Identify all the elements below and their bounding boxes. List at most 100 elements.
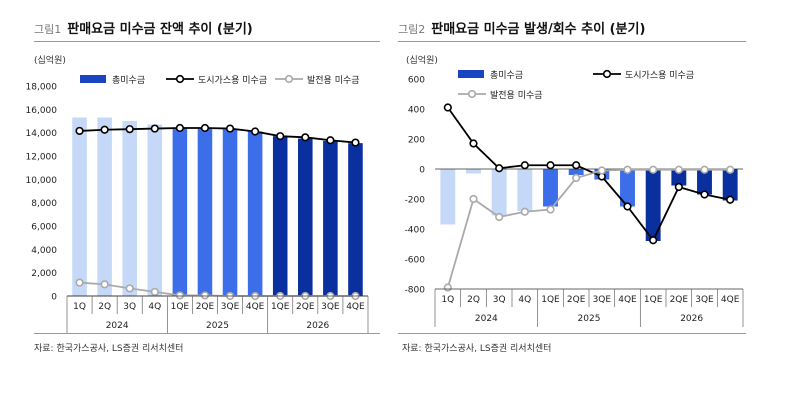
- chart-panel-left: 그림1 판매요금 미수금 잔액 추이 (분기) (십억원) 0 2,000 4,000…: [0, 0, 390, 360]
- y-tick-label: 14,000: [26, 129, 58, 139]
- data-point: [674, 165, 683, 174]
- chart-panel-right: 그림2 판매요금 미수금 발생/회수 추이 (분기) (십억원) -800 -600…: [398, 0, 793, 360]
- x-tick-label: 2QE: [296, 302, 315, 312]
- data-point: [326, 136, 335, 145]
- title-rule: [34, 41, 380, 42]
- data-point: [572, 173, 581, 183]
- y-tick-label: -200: [405, 196, 426, 206]
- x-tick-label: 4Q: [148, 302, 161, 312]
- x-tick-label: 1QE: [541, 295, 560, 305]
- data-point: [597, 166, 606, 175]
- y-tick-label: 6,000: [31, 223, 57, 233]
- figure-number: 그림2: [398, 23, 426, 36]
- x-tick-label: 3QE: [593, 295, 612, 305]
- data-point: [520, 161, 529, 170]
- data-point: [276, 132, 285, 141]
- data-point: [495, 164, 504, 173]
- x-tick-label: 2Q: [98, 302, 111, 312]
- bar: [247, 131, 263, 296]
- data-point: [100, 280, 109, 289]
- bar: [272, 136, 288, 296]
- bar: [440, 169, 456, 225]
- data-point: [251, 127, 260, 136]
- legend-label: 도시가스용 미수금: [625, 70, 694, 81]
- y-tick-label: 0: [51, 293, 57, 303]
- series-line: [79, 127, 356, 144]
- y-tick-label: -800: [405, 286, 426, 296]
- data-point: [301, 133, 310, 142]
- bar: [348, 143, 363, 296]
- x-tick-label: 2Q: [467, 295, 480, 305]
- x-tick-label: 3QE: [695, 295, 714, 305]
- source-note: 자료: 한국가스공사, LS증권 리서치센터: [402, 344, 552, 354]
- data-point: [572, 161, 581, 170]
- data-point: [100, 125, 109, 134]
- series-line: [79, 281, 356, 297]
- bar: [222, 129, 238, 296]
- y-tick-label: 0: [419, 166, 425, 176]
- bar: [671, 169, 687, 186]
- x-tick-label: 1Q: [73, 302, 86, 312]
- data-point: [623, 165, 632, 174]
- y-tick-label: 400: [408, 106, 425, 116]
- data-point: [443, 283, 452, 292]
- figure-number: 그림1: [34, 23, 62, 36]
- bar: [491, 169, 507, 216]
- data-point: [520, 207, 529, 216]
- x-tick-label: 3QE: [321, 302, 340, 312]
- x-tick-label: 3Q: [493, 295, 506, 305]
- data-point: [726, 195, 735, 204]
- x-tick-label: 2QE: [567, 295, 586, 305]
- legend-label: 총미수금: [490, 70, 523, 81]
- data-point: [700, 190, 709, 199]
- bar: [323, 140, 338, 296]
- data-point: [700, 165, 709, 174]
- data-point: [75, 126, 84, 136]
- y-tick-label: -400: [405, 226, 426, 236]
- year-label: 2025: [206, 321, 229, 331]
- data-point: [75, 278, 84, 287]
- year-label: 2026: [306, 321, 329, 331]
- y-tick-label: 12,000: [26, 153, 58, 163]
- data-point: [649, 236, 658, 245]
- data-point: [150, 124, 159, 133]
- data-point: [125, 284, 134, 293]
- data-point: [175, 123, 184, 133]
- data-point: [225, 124, 235, 133]
- year-label: 2024: [106, 321, 129, 331]
- bar: [72, 117, 87, 296]
- data-point: [125, 125, 134, 134]
- x-tick-label: 2QE: [670, 295, 689, 305]
- legend-label: 총미수금: [112, 75, 145, 86]
- chart-right: -800 -600 -400 -200 0 200 400 600 1Q 2Q 3Q 4Q 1QE 2QE…: [405, 69, 744, 327]
- figure-title-text: 판매요금 미수금 발생/회수 추이 (분기): [431, 22, 646, 37]
- series-line: [446, 168, 731, 288]
- bottom-rule: [398, 333, 746, 334]
- title-rule: [398, 41, 746, 42]
- x-tick-label: 1QE: [644, 295, 663, 305]
- data-point: [443, 103, 452, 112]
- bar: [147, 124, 163, 296]
- bar: [645, 169, 661, 241]
- y-tick-label: 4,000: [31, 246, 57, 256]
- legend-swatch: [80, 75, 106, 83]
- legend-swatch: [458, 70, 484, 78]
- y-tick-label: 10,000: [26, 176, 58, 186]
- legend-marker: [284, 74, 294, 84]
- figure-title-text: 판매요금 미수금 잔액 추이 (분기): [67, 22, 253, 37]
- year-label: 2024: [475, 314, 498, 324]
- legend-label: 발전용 미수금: [490, 90, 543, 101]
- unit-label: (십억원): [34, 56, 66, 66]
- bar: [122, 121, 137, 296]
- x-tick-label: 3QE: [221, 302, 240, 312]
- data-point: [200, 291, 210, 300]
- y-tick-label: -600: [405, 256, 426, 266]
- x-tick-label: 3Q: [123, 302, 136, 312]
- data-point: [175, 291, 184, 300]
- data-point: [546, 161, 555, 170]
- figure-title: 그림2 판매요금 미수금 발생/회수 추이 (분기): [398, 18, 645, 37]
- year-label: 2026: [680, 314, 703, 324]
- bar: [620, 169, 635, 207]
- data-point: [351, 138, 360, 147]
- x-tick-label: 2QE: [196, 302, 215, 312]
